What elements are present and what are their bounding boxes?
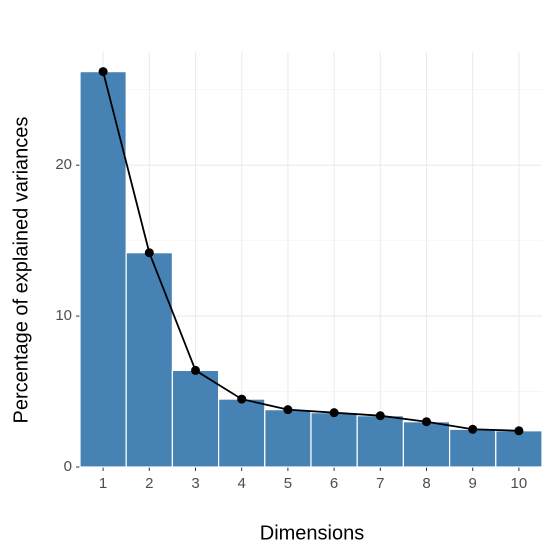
point [375,411,385,421]
bar [310,412,358,468]
y-tick-label: 10 [55,307,72,324]
bar [264,409,312,468]
y-tick-label: 0 [64,458,72,475]
x-tick-label: 3 [191,475,199,492]
x-tick-label: 10 [511,475,528,492]
y-axis-title: Percentage of explained variances [10,117,32,424]
point [98,67,108,77]
x-axis-title: Dimensions [260,522,364,544]
bar [402,421,451,468]
x-tick-label: 7 [376,475,384,492]
point [144,248,154,258]
x-tick-label: 1 [99,475,107,492]
x-tick-label: 9 [469,475,477,492]
bar [79,71,127,468]
y-tick-label: 20 [55,156,72,173]
point [237,394,247,404]
bar [356,415,405,468]
bar [495,430,543,468]
x-tick-label: 8 [422,475,430,492]
point [514,426,524,436]
bar [218,398,266,468]
x-tick-label: 5 [284,475,292,492]
x-tick-label: 2 [145,475,153,492]
point [283,405,293,415]
trend-line [102,71,519,432]
bar [171,369,220,468]
point [422,417,431,427]
x-tick-label: 6 [330,475,338,492]
point [329,408,339,418]
point [191,365,200,375]
bar [125,252,173,468]
x-tick-label: 4 [238,475,246,492]
bar [449,428,497,468]
point [468,424,478,434]
